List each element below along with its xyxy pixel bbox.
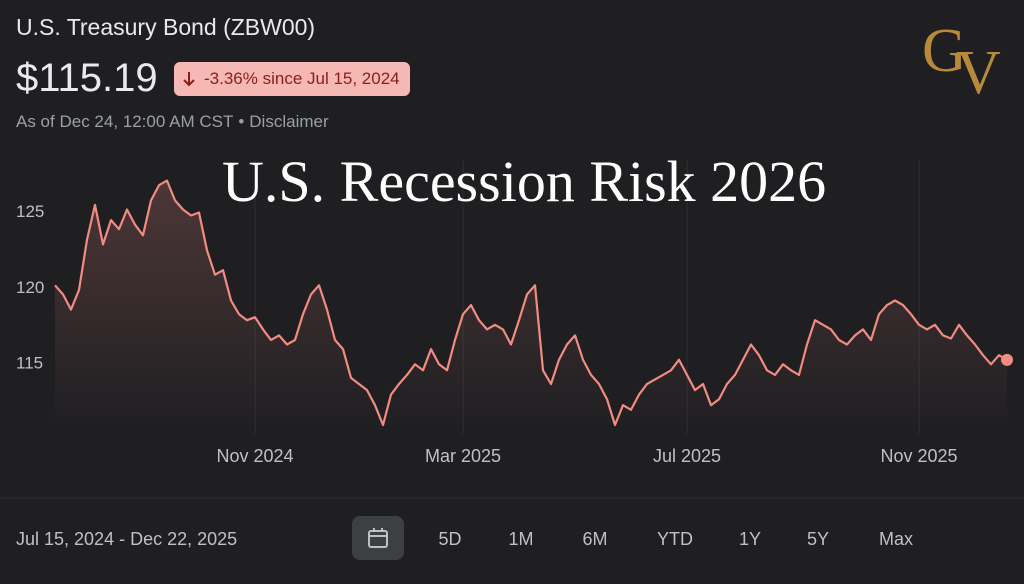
- x-tick-label: Nov 2025: [880, 446, 957, 466]
- overlay-title: U.S. Recession Risk 2026: [222, 149, 827, 214]
- disclaimer-link[interactable]: Disclaimer: [249, 112, 329, 131]
- x-tick-label: Nov 2024: [216, 446, 293, 466]
- area: [55, 180, 1007, 428]
- change-text: -3.36% since Jul 15, 2024: [204, 69, 400, 88]
- x-tick-label: Jul 2025: [653, 446, 721, 466]
- down-arrow: [183, 72, 195, 87]
- range-button[interactable]: YTD: [657, 529, 693, 549]
- y-tick-label: 120: [16, 278, 44, 297]
- end-dot: [1001, 353, 1013, 366]
- date-range: Jul 15, 2024 - Dec 22, 2025: [16, 529, 238, 549]
- line: [54, 179, 1008, 427]
- range-button[interactable]: 6M: [582, 529, 608, 549]
- range-button[interactable]: Max: [878, 529, 914, 549]
- range-button[interactable]: 1M: [508, 529, 534, 549]
- range-button[interactable]: 5Y: [806, 529, 830, 549]
- logo-letter: V: [956, 39, 1001, 107]
- change-badge: -3.36% since Jul 15, 2024: [174, 62, 410, 96]
- calendar-button[interactable]: [352, 516, 404, 560]
- instrument-title: U.S. Treasury Bond (ZBW00): [16, 14, 316, 40]
- y-tick-label: 115: [16, 354, 43, 373]
- x-tick-label: Mar 2025: [425, 446, 501, 466]
- separator: •: [238, 112, 245, 131]
- range-button[interactable]: 1Y: [738, 529, 762, 549]
- as-of: As of Dec 24, 12:00 AM CST • Disclaimer: [16, 112, 334, 132]
- range-button[interactable]: 5D: [438, 529, 462, 549]
- calendar-icon: [368, 528, 388, 548]
- logo-letter: G: [922, 17, 967, 85]
- y-tick-label: 125: [16, 202, 44, 221]
- as-of-text: As of Dec 24, 12:00 AM CST: [16, 112, 234, 131]
- price: $115.19: [16, 56, 158, 100]
